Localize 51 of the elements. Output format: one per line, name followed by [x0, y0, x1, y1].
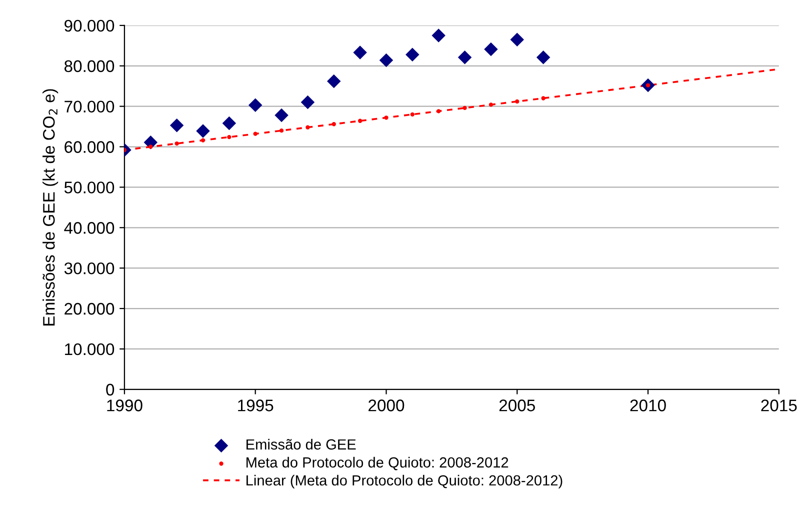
- point: [432, 28, 446, 42]
- point: [488, 102, 494, 107]
- point: [200, 138, 206, 142]
- point: [300, 95, 315, 110]
- y-tick-label: 0: [106, 384, 114, 396]
- point: [306, 125, 310, 130]
- y-tick-label: 30.000: [64, 262, 114, 274]
- point: [332, 122, 336, 126]
- point: [353, 46, 367, 60]
- legend-label: Meta do Protocolo de Quioto: 2008-2012: [246, 456, 508, 470]
- x-tick-label: 1995: [238, 400, 274, 412]
- point: [510, 32, 524, 46]
- point: [541, 96, 546, 100]
- x-tick-label: 1990: [107, 400, 142, 412]
- y-tick-label: 50.000: [64, 182, 114, 194]
- y-tick-label: 20.000: [64, 302, 114, 315]
- point: [227, 134, 232, 140]
- y-tick-label: 60.000: [64, 141, 114, 153]
- y-tick-label: 80.000: [64, 60, 114, 72]
- point: [174, 141, 179, 146]
- y-tick-label: 90.000: [64, 20, 114, 32]
- x-tick-label: 2015: [761, 400, 797, 412]
- point: [148, 144, 153, 149]
- point: [536, 50, 550, 64]
- x-tick-label: 2000: [368, 400, 404, 412]
- point: [406, 48, 420, 62]
- y-axis-title: Emissões de GEE (kt de CO$_{2}$ e): [42, 89, 58, 326]
- point: [222, 116, 236, 130]
- y-tick-label: 10.000: [65, 343, 114, 356]
- point: [458, 50, 472, 64]
- point: [358, 118, 362, 123]
- point: [170, 118, 184, 132]
- legend-label: Emissão de GEE: [246, 438, 356, 450]
- point: [274, 108, 288, 122]
- legend-label: Linear (Meta do Protocolo de Quioto: 2008-2012): [246, 474, 562, 488]
- point: [436, 109, 441, 114]
- x-tick-label: 2010: [630, 400, 666, 412]
- point: [248, 98, 262, 112]
- point: [379, 53, 394, 68]
- point: [384, 116, 388, 120]
- point: [196, 124, 210, 138]
- point: [279, 128, 284, 133]
- point: [515, 99, 520, 104]
- x-tick-label: 2005: [499, 400, 535, 412]
- y-tick-label: 70.000: [64, 100, 114, 113]
- y-tick-label: 40.000: [64, 222, 114, 234]
- point: [410, 112, 415, 116]
- point: [253, 132, 258, 136]
- point: [327, 74, 341, 88]
- point: [484, 42, 498, 56]
- point: [462, 106, 467, 110]
